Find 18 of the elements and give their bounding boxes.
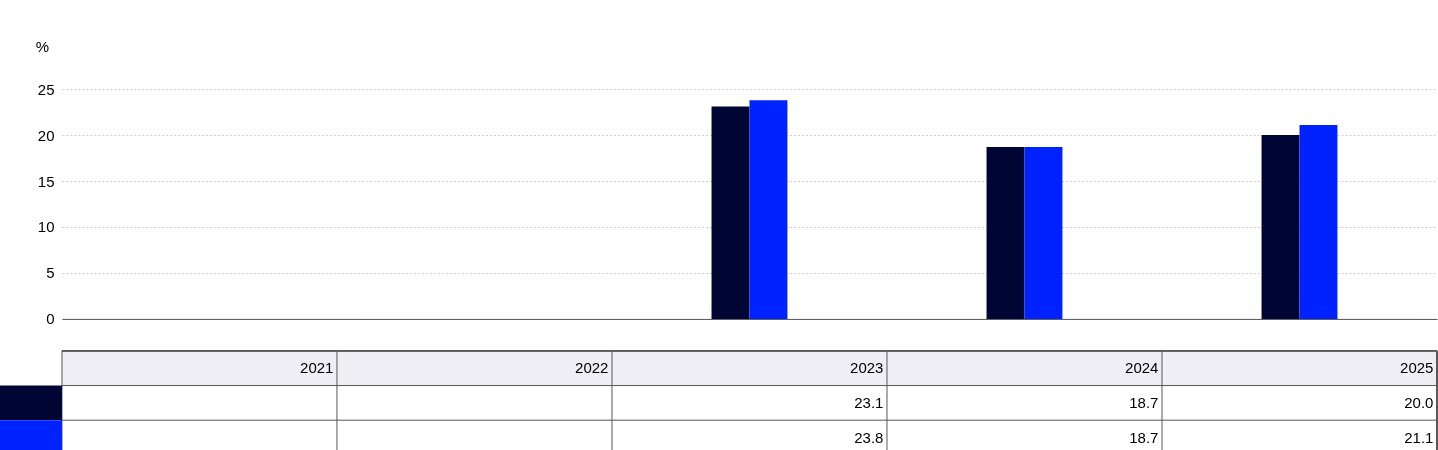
x-tick-label: 2025 <box>1400 359 1434 377</box>
x-tick-label: 2023 <box>850 359 884 377</box>
y-tick-label: 5 <box>46 264 55 282</box>
x-tick-label: 2021 <box>300 359 334 377</box>
y-tick-label: 10 <box>37 218 55 236</box>
x-tick-label: 2022 <box>575 359 609 377</box>
y-tick-label: 0 <box>46 310 55 328</box>
data-label: 23.8 <box>854 428 884 446</box>
data-label: 18.7 <box>1129 393 1159 411</box>
y-axis-title: % <box>35 37 50 55</box>
data-label: 18.7 <box>1129 428 1159 446</box>
data-label: 21.1 <box>1404 428 1434 446</box>
data-label: 23.1 <box>854 393 884 411</box>
x-tick-label: 2024 <box>1125 359 1159 377</box>
data-label: 20.0 <box>1404 393 1434 411</box>
y-tick-label: 15 <box>37 172 55 190</box>
y-tick-label: 20 <box>37 126 55 144</box>
y-tick-label: 25 <box>37 80 55 98</box>
